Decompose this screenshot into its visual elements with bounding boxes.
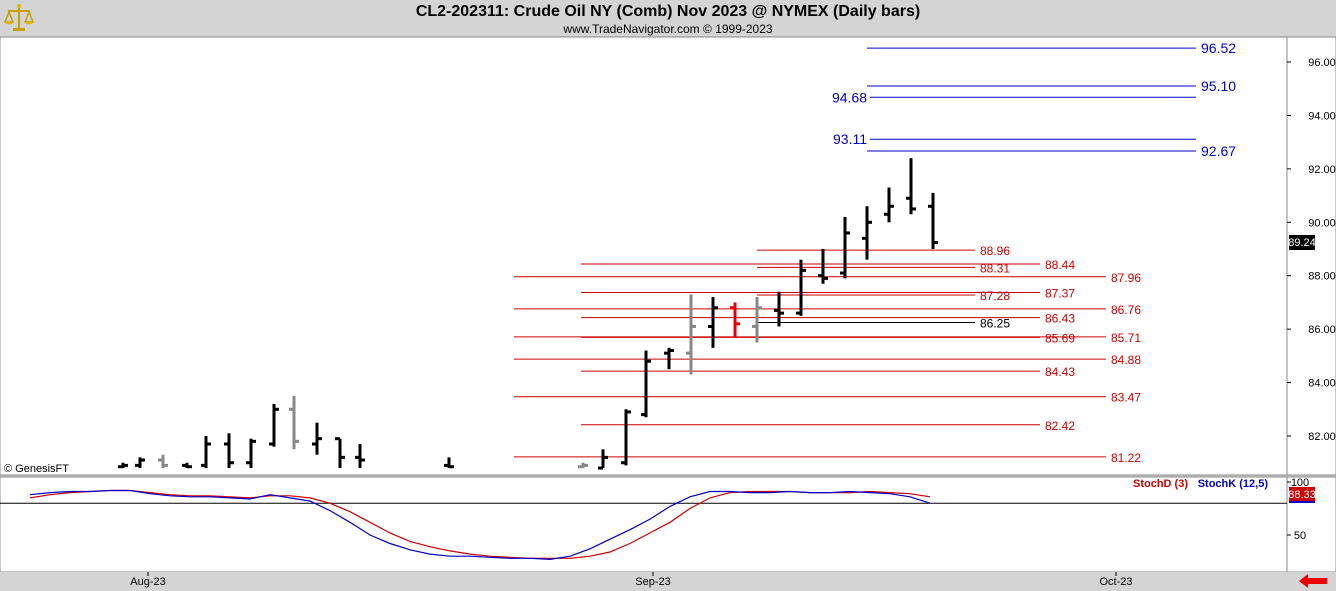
time-axis	[0, 572, 1336, 591]
last-price-label: 89.24	[1288, 237, 1316, 249]
price-tick-label: 94.00	[1308, 110, 1336, 122]
level-label: 81.22	[1111, 451, 1141, 465]
time-tick-label: Oct-23	[1099, 576, 1132, 588]
stochk-legend: StochK (12,5)	[1198, 478, 1269, 490]
stochastic-lines: 100 50	[0, 477, 1309, 561]
level-label: 84.43	[1045, 365, 1075, 379]
level-label: 86.25	[980, 316, 1010, 330]
price-tick-label: 90.00	[1308, 217, 1336, 229]
price-plot-area[interactable]	[0, 36, 1288, 476]
level-label: 83.47	[1111, 391, 1141, 405]
level-label: 85.69	[1045, 331, 1075, 345]
stoch-tick-label: 100	[1291, 477, 1309, 489]
chart-subtitle: www.TradeNavigator.com © 1999-2023	[563, 22, 773, 36]
level-label: 96.52	[1201, 40, 1236, 56]
level-label: 92.67	[1201, 143, 1236, 159]
price-axis[interactable]	[1286, 36, 1336, 476]
price-tick-label: 86.00	[1308, 324, 1336, 336]
price-tick-label: 96.00	[1308, 57, 1336, 69]
level-lines: 96.52 95.10 94.68 93.11 92.67 88.96 88.44 88.31…	[514, 40, 1236, 465]
time-tick-label: Aug-23	[130, 576, 165, 588]
copyright-label: © GenesisFT	[4, 463, 69, 475]
level-label: 85.71	[1111, 331, 1141, 345]
stoch-tick-label: 50	[1294, 530, 1306, 542]
level-label: 86.43	[1045, 312, 1075, 326]
price-bars	[118, 158, 938, 470]
stochd-legend: StochD (3)	[1133, 478, 1188, 490]
level-label: 88.31	[980, 261, 1010, 275]
level-label: 82.42	[1045, 419, 1075, 433]
scales-logo-icon	[3, 4, 35, 31]
price-axis-ticks: 96.00 94.00 92.00 90.00 88.00 86.00 84.00 82.00	[1287, 57, 1336, 443]
level-label: 88.44	[1045, 258, 1075, 272]
price-tick-label: 82.00	[1308, 431, 1336, 443]
level-label: 87.28	[980, 289, 1010, 303]
time-axis-labels: Aug-23 Sep-23 Oct-23	[130, 572, 1133, 588]
price-tick-label: 88.00	[1308, 271, 1336, 283]
level-label: 84.88	[1111, 353, 1141, 367]
level-label: 95.10	[1201, 78, 1236, 94]
level-label: 93.11	[833, 131, 867, 147]
chart-title: CL2-202311: Crude Oil NY (Comb) Nov 2023…	[415, 3, 921, 20]
level-label: 86.76	[1111, 303, 1141, 317]
time-tick-label: Sep-23	[635, 576, 670, 588]
red-left-arrow-icon[interactable]	[1299, 574, 1327, 588]
last-stoch-box	[1289, 487, 1315, 501]
level-label: 94.68	[832, 89, 867, 105]
price-tick-label: 92.00	[1308, 164, 1336, 176]
price-tick-label: 84.00	[1308, 378, 1336, 390]
stoch-plot-area[interactable]	[0, 476, 1288, 573]
level-label: 87.96	[1111, 271, 1141, 285]
level-label: 87.37	[1045, 287, 1075, 301]
level-label: 88.96	[980, 244, 1010, 258]
chart-header: CL2-202311: Crude Oil NY (Comb) Nov 2023…	[0, 0, 1336, 37]
last-price-box	[1289, 235, 1315, 250]
stoch-series-line	[29, 489, 931, 561]
last-stoch-label: 88.33	[1288, 489, 1316, 501]
